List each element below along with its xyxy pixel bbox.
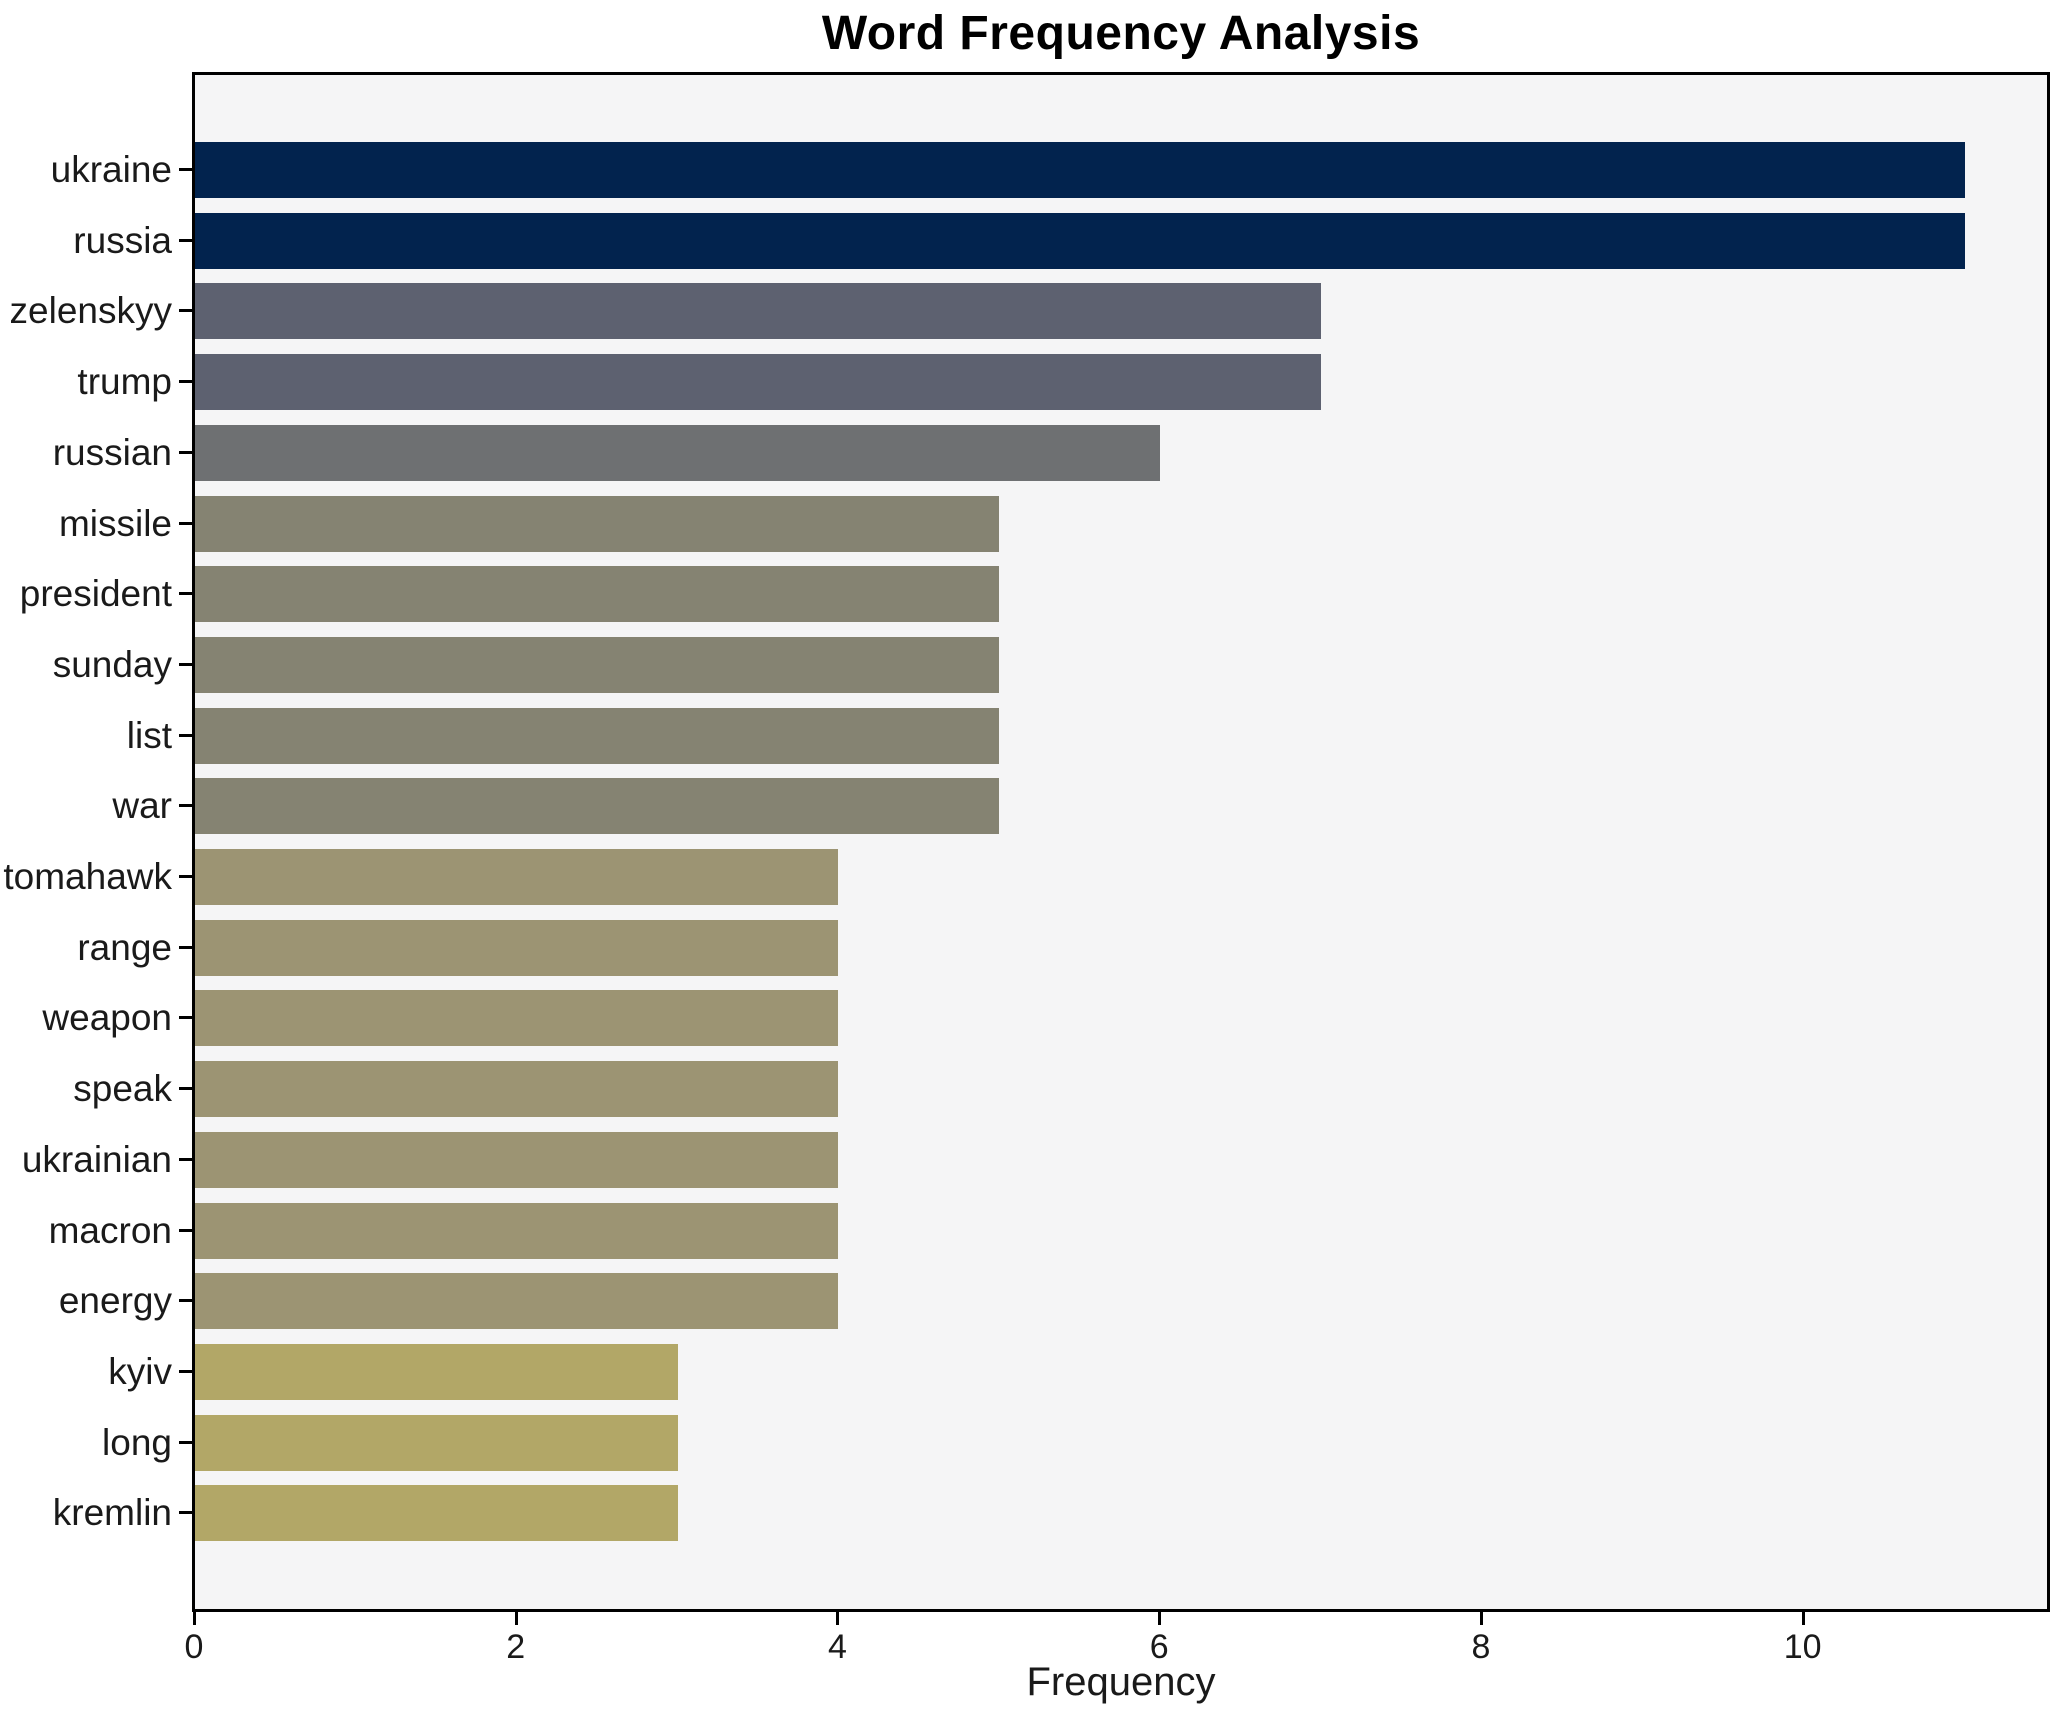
frequency-bar [195, 1485, 678, 1542]
y-tick [179, 1369, 192, 1373]
y-tick [179, 1228, 192, 1232]
y-tick-label: range [77, 926, 172, 968]
x-tick-label: 6 [1149, 1628, 1169, 1666]
y-tick [179, 1087, 192, 1091]
x-tick [1801, 1612, 1805, 1625]
frequency-bar [195, 566, 999, 623]
frequency-bar [195, 707, 999, 764]
frequency-bar [195, 990, 838, 1047]
y-tick-label: zelenskyy [9, 290, 172, 332]
frequency-bar [195, 1273, 838, 1330]
y-tick [179, 168, 192, 171]
y-tick-label: kremlin [52, 1492, 172, 1534]
y-tick [179, 945, 192, 949]
frequency-bar [195, 849, 838, 905]
x-axis-label: Frequency [1026, 1660, 1216, 1704]
y-tick-label: ukrainian [21, 1138, 172, 1180]
chart-title: Word Frequency Analysis [821, 7, 1421, 60]
y-tick-label: kyiv [108, 1350, 172, 1392]
x-tick-label: 2 [506, 1628, 526, 1666]
y-tick [179, 804, 192, 808]
frequency-bar [195, 1202, 838, 1259]
y-tick [179, 1157, 192, 1161]
frequency-bar [195, 283, 1321, 340]
y-tick-label: macron [48, 1209, 172, 1251]
frequency-bar [195, 1414, 678, 1471]
x-tick-label: 0 [184, 1628, 204, 1666]
x-tick [1158, 1612, 1162, 1625]
y-tick [179, 450, 192, 454]
frequency-bar [195, 495, 999, 552]
y-tick-label: trump [77, 361, 172, 403]
y-tick-label: ukraine [50, 149, 172, 190]
y-tick [179, 238, 192, 242]
y-tick [179, 380, 192, 384]
frequency-bar [195, 1131, 838, 1188]
y-tick [179, 662, 192, 666]
frequency-bar [195, 212, 1965, 269]
y-tick [179, 1016, 192, 1020]
x-tick [836, 1612, 840, 1625]
x-tick-label: 8 [1471, 1628, 1491, 1666]
y-tick-label: russia [73, 219, 172, 261]
y-tick-label: president [19, 573, 172, 615]
x-tick-label: 4 [827, 1628, 847, 1666]
y-tick-label: weapon [42, 997, 172, 1039]
y-tick [179, 1511, 192, 1515]
y-tick [179, 733, 192, 737]
frequency-bar [195, 778, 999, 835]
y-tick-label: war [112, 785, 172, 827]
y-tick [179, 309, 192, 313]
x-tick-label: 10 [1783, 1628, 1822, 1666]
y-tick [179, 521, 192, 525]
frequency-bar [195, 636, 999, 693]
frequency-bar [195, 1343, 678, 1400]
x-tick [193, 1612, 196, 1625]
y-tick [179, 592, 192, 596]
y-tick-label: russian [52, 431, 172, 473]
frequency-bar [195, 919, 838, 976]
y-tick [179, 1299, 192, 1303]
frequency-bar [195, 424, 1160, 481]
y-tick [179, 875, 192, 878]
y-tick-label: long [102, 1421, 172, 1463]
y-tick [179, 1440, 192, 1444]
y-tick-label: speak [73, 1068, 172, 1110]
frequency-bar [195, 142, 1965, 198]
y-tick-label: list [126, 714, 172, 756]
x-tick [1479, 1612, 1483, 1625]
frequency-bar [195, 1061, 838, 1118]
y-tick-label: tomahawk [3, 856, 172, 897]
y-tick-label: sunday [52, 643, 172, 685]
y-tick-label: energy [58, 1280, 172, 1322]
y-tick-label: missile [58, 502, 172, 544]
frequency-bar [195, 354, 1321, 411]
x-tick [514, 1612, 518, 1625]
plot-area [192, 72, 2050, 1612]
